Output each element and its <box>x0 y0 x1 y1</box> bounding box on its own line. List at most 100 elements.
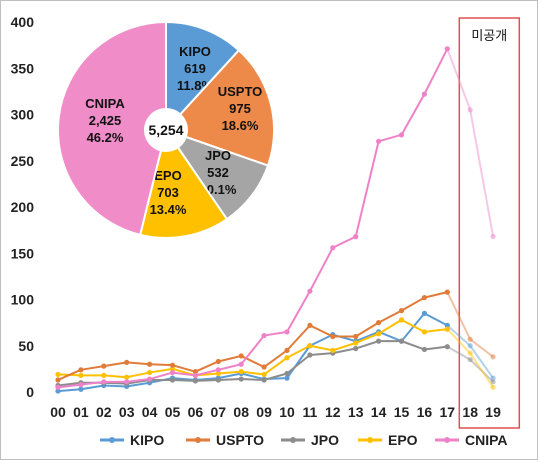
series-epo-segment <box>378 318 403 335</box>
series-kipo-point <box>467 343 473 349</box>
series-uspto-point <box>421 295 427 301</box>
x-tick-label: 15 <box>394 404 410 420</box>
series-uspto-segment <box>424 291 448 299</box>
pie-label-uspto: 975 <box>229 101 251 116</box>
y-tick-label: 350 <box>11 60 35 76</box>
series-kipo-point <box>78 386 84 392</box>
pie-label-cnipa: 2,425 <box>89 113 122 128</box>
series-cnipa-point <box>169 369 176 376</box>
x-tick-label: 14 <box>371 404 387 420</box>
series-jpo-point <box>169 377 176 383</box>
series-jpo-segment <box>469 358 494 383</box>
series-uspto-segment <box>194 360 219 373</box>
series-uspto-point <box>467 336 473 342</box>
pie-slice-cnipa <box>57 20 167 237</box>
series-jpo-segment <box>172 378 196 382</box>
series-epo-point <box>330 347 336 353</box>
series-epo-point <box>444 326 450 332</box>
pie-slice-uspto <box>164 48 275 167</box>
series-uspto-segment <box>401 296 425 312</box>
x-tick-label: 16 <box>417 404 433 420</box>
x-tick-label: 11 <box>302 404 317 420</box>
series-cnipa-segment <box>469 109 495 237</box>
series-cnipa-segment <box>354 141 380 237</box>
series-kipo-point <box>490 375 496 381</box>
series-cnipa-segment <box>446 48 472 111</box>
pie-label-cnipa: CNIPA <box>85 96 125 111</box>
series-epo-segment <box>424 328 448 333</box>
x-tick-label: 01 <box>73 404 89 420</box>
series-epo-point <box>215 370 221 377</box>
series-jpo-segment <box>309 352 333 356</box>
legend-jpo-label: JPO <box>311 432 339 448</box>
series-jpo-point <box>215 377 221 383</box>
series-kipo-segment <box>172 377 196 381</box>
series-epo-segment <box>263 356 288 376</box>
series-jpo-point <box>376 338 382 344</box>
series-jpo-point <box>307 352 313 358</box>
series-cnipa-point <box>78 382 84 388</box>
series-jpo-segment <box>57 381 82 387</box>
series-cnipa-point <box>467 107 473 113</box>
series-jpo-segment <box>241 378 265 381</box>
pie-label-uspto: 18.6% <box>222 118 259 133</box>
series-cnipa-point <box>238 361 244 367</box>
legend-epo-label: EPO <box>388 432 418 448</box>
series-jpo-point <box>238 376 244 382</box>
series-jpo-point <box>192 378 198 384</box>
series-jpo-segment <box>195 378 219 382</box>
pie-label-jpo: 532 <box>207 165 229 180</box>
series-jpo-segment <box>424 345 448 351</box>
series-kipo-segment <box>103 384 127 388</box>
series-epo-segment <box>446 328 471 354</box>
x-tick-label: 18 <box>462 404 478 420</box>
y-tick-label: 150 <box>11 245 35 261</box>
series-uspto-segment <box>218 354 242 363</box>
series-uspto-segment <box>355 321 380 338</box>
series-kipo-point <box>444 322 450 328</box>
series-uspto-segment <box>240 355 265 368</box>
series-epo-segment <box>309 344 333 352</box>
series-epo-point <box>353 340 359 346</box>
series-epo-point <box>169 366 176 372</box>
pie-label-cnipa: 46.2% <box>87 130 124 145</box>
pie-label-epo: EPO <box>154 168 181 183</box>
series-jpo-point <box>467 357 473 363</box>
legend-cnipa-label: CNIPA <box>465 432 508 448</box>
series-cnipa-segment <box>378 133 402 143</box>
series-epo-segment <box>286 344 311 359</box>
series-cnipa-segment <box>57 383 82 389</box>
series-epo-point <box>421 329 427 335</box>
legend-cnipa-marker <box>444 437 450 443</box>
x-tick-label: 03 <box>119 404 135 420</box>
series-uspto-point <box>192 369 198 375</box>
series-kipo-segment <box>400 312 426 342</box>
series-kipo-segment <box>286 345 311 379</box>
series-kipo-segment <box>80 384 104 391</box>
pie-label-kipo: KIPO <box>179 44 211 59</box>
series-epo-point <box>147 369 153 376</box>
series-cnipa-point <box>55 384 61 390</box>
unpublished-region-box <box>458 17 521 429</box>
y-tick-label: 0 <box>26 384 34 400</box>
series-epo-point <box>490 384 496 390</box>
series-epo-segment <box>149 367 173 374</box>
x-tick-label: 02 <box>96 404 112 420</box>
series-cnipa-segment <box>423 48 449 95</box>
legend-epo-marker <box>367 437 373 443</box>
series-jpo-point <box>421 346 427 353</box>
series-uspto-point <box>398 308 405 314</box>
legend-jpo-marker <box>290 437 296 443</box>
series-epo-point <box>467 350 473 356</box>
series-uspto-segment <box>263 349 288 368</box>
pie-label-epo: 13.4% <box>150 202 187 217</box>
series-uspto-point <box>215 358 221 365</box>
series-cnipa-segment <box>309 247 334 292</box>
series-kipo-segment <box>240 372 265 381</box>
x-tick-label: 07 <box>211 404 227 420</box>
x-tick-label: 19 <box>485 404 501 420</box>
series-uspto-segment <box>103 361 127 368</box>
x-tick-label: 17 <box>440 404 456 420</box>
series-kipo-segment <box>57 388 81 393</box>
